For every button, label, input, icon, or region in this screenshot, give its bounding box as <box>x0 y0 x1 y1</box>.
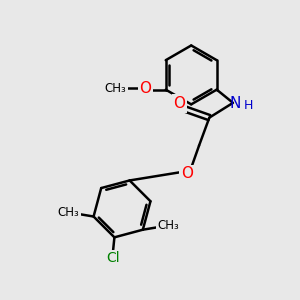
Text: CH₃: CH₃ <box>157 219 179 232</box>
Text: O: O <box>173 96 185 111</box>
Text: O: O <box>139 81 151 96</box>
Text: N: N <box>230 96 241 111</box>
Text: Cl: Cl <box>106 251 120 265</box>
Text: CH₃: CH₃ <box>105 82 127 95</box>
Text: H: H <box>244 99 253 112</box>
Text: CH₃: CH₃ <box>58 206 80 219</box>
Text: O: O <box>181 166 193 181</box>
